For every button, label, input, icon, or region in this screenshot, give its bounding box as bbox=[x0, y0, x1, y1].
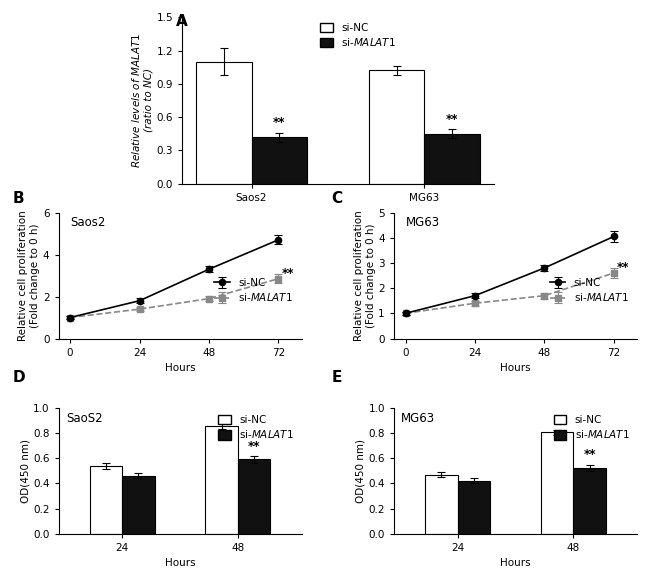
Text: **: ** bbox=[583, 448, 596, 461]
Text: **: ** bbox=[273, 117, 285, 129]
Text: **: ** bbox=[248, 440, 261, 453]
Bar bbox=[458, 481, 490, 534]
Bar bbox=[238, 459, 270, 534]
Bar bbox=[252, 137, 307, 184]
Y-axis label: Relative cell proliferation
(Fold change to 0 h): Relative cell proliferation (Fold change… bbox=[354, 210, 376, 341]
Y-axis label: OD(450 nm): OD(450 nm) bbox=[20, 439, 30, 503]
Text: **: ** bbox=[446, 113, 458, 126]
Bar bbox=[541, 432, 573, 534]
Legend: si-NC, si-$MALAT1$: si-NC, si-$MALAT1$ bbox=[211, 275, 296, 307]
Bar bbox=[573, 468, 606, 534]
Text: A: A bbox=[176, 14, 187, 29]
Text: MG63: MG63 bbox=[406, 216, 440, 229]
Text: Saos2: Saos2 bbox=[71, 216, 106, 229]
Legend: si-NC, si-$MALAT1$: si-NC, si-$MALAT1$ bbox=[216, 413, 296, 443]
Legend: si-NC, si-$MALAT1$: si-NC, si-$MALAT1$ bbox=[318, 21, 398, 51]
Text: C: C bbox=[332, 191, 343, 205]
Bar bbox=[205, 426, 238, 534]
Legend: si-NC, si-$MALAT1$: si-NC, si-$MALAT1$ bbox=[552, 413, 632, 443]
X-axis label: Hours: Hours bbox=[500, 559, 531, 568]
Bar bbox=[369, 71, 424, 184]
Text: **: ** bbox=[617, 261, 629, 274]
Y-axis label: OD(450 nm): OD(450 nm) bbox=[356, 439, 366, 503]
Bar bbox=[196, 61, 252, 184]
Bar bbox=[90, 466, 122, 534]
X-axis label: Hours: Hours bbox=[164, 363, 196, 373]
Bar bbox=[424, 134, 480, 184]
Y-axis label: Relative levels of $MALAT1$
(ratio to NC): Relative levels of $MALAT1$ (ratio to NC… bbox=[130, 33, 153, 168]
X-axis label: Hours: Hours bbox=[164, 559, 196, 568]
Y-axis label: Relative cell proliferation
(Fold change to 0 h): Relative cell proliferation (Fold change… bbox=[18, 210, 40, 341]
Text: D: D bbox=[13, 370, 25, 385]
Text: **: ** bbox=[281, 267, 294, 280]
Bar bbox=[425, 475, 458, 534]
X-axis label: Hours: Hours bbox=[500, 363, 531, 373]
Bar bbox=[122, 476, 155, 534]
Legend: si-NC, si-$MALAT1$: si-NC, si-$MALAT1$ bbox=[547, 275, 632, 307]
Text: SaoS2: SaoS2 bbox=[66, 412, 103, 425]
Text: B: B bbox=[13, 191, 25, 205]
Text: MG63: MG63 bbox=[401, 412, 436, 425]
Text: E: E bbox=[332, 370, 342, 385]
